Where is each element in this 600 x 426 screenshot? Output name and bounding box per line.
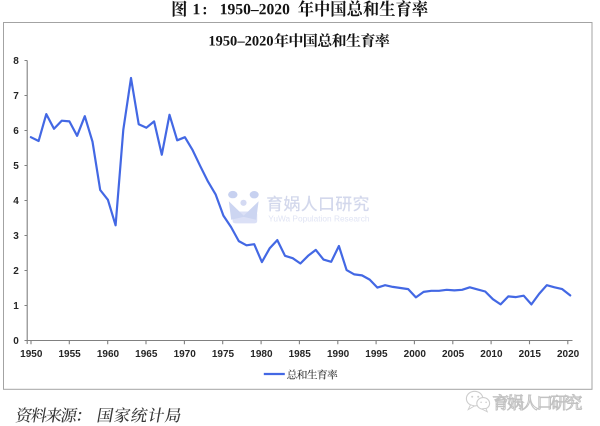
svg-text:1955: 1955 [58, 349, 81, 360]
svg-text:1960: 1960 [97, 349, 120, 360]
svg-text:YuWa Population Research: YuWa Population Research [268, 213, 370, 223]
svg-text:2010: 2010 [480, 349, 503, 360]
svg-text:2000: 2000 [404, 349, 427, 360]
svg-text:1990: 1990 [327, 349, 350, 360]
svg-text:1970: 1970 [174, 349, 197, 360]
svg-text:1980: 1980 [250, 349, 273, 360]
svg-text:6: 6 [13, 126, 19, 137]
svg-text:2015: 2015 [519, 349, 542, 360]
svg-text:5: 5 [13, 161, 19, 172]
svg-text:4: 4 [13, 196, 19, 207]
svg-text:1975: 1975 [212, 349, 235, 360]
svg-text:3: 3 [13, 231, 19, 242]
svg-text:0: 0 [13, 336, 19, 347]
svg-text:2: 2 [13, 266, 19, 277]
svg-text:1950: 1950 [20, 349, 43, 360]
svg-text:1: 1 [13, 301, 19, 312]
svg-text:2020: 2020 [557, 349, 580, 360]
svg-text:8: 8 [13, 56, 19, 67]
svg-text:7: 7 [13, 91, 19, 102]
svg-text:1985: 1985 [289, 349, 312, 360]
svg-text:1995: 1995 [365, 349, 388, 360]
svg-text:1965: 1965 [135, 349, 158, 360]
svg-text:2005: 2005 [442, 349, 465, 360]
